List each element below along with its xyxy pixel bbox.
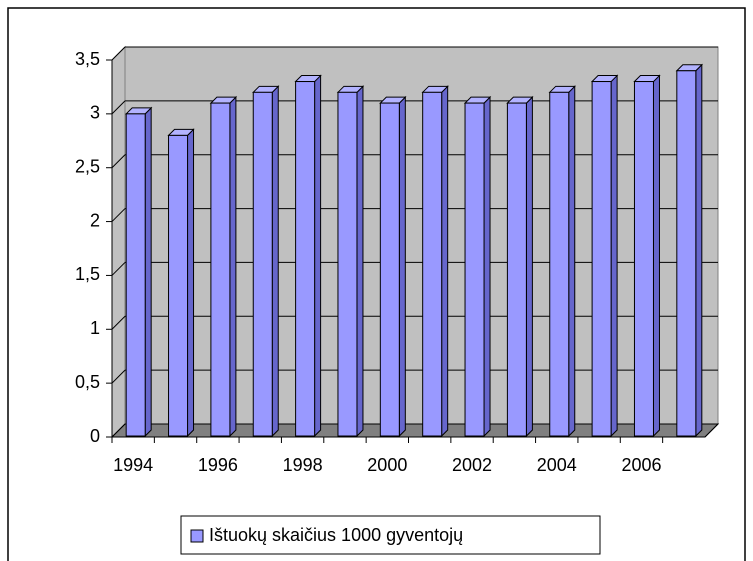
bar-side	[314, 74, 322, 438]
x-tick-label: 2004	[537, 455, 577, 475]
grid-line	[111, 262, 126, 276]
bar-side	[483, 95, 491, 438]
bar-side	[356, 85, 364, 438]
grid-line	[111, 208, 126, 222]
side-wall	[111, 45, 126, 439]
y-tick-label: 2,5	[75, 156, 100, 176]
grid-line	[111, 100, 126, 115]
bar-side	[568, 85, 576, 438]
bar	[125, 113, 146, 437]
bar	[295, 81, 316, 437]
bar	[168, 134, 189, 437]
bar-side	[610, 74, 618, 438]
y-tick-label: 1,5	[75, 264, 100, 284]
bar	[633, 81, 654, 437]
grid-line	[111, 154, 126, 169]
bar-side	[229, 95, 237, 438]
grid-line	[111, 46, 126, 61]
legend-swatch	[190, 529, 204, 543]
y-tick-label: 2	[90, 210, 100, 230]
grid-line	[111, 423, 126, 438]
y-tick-label: 0,5	[75, 372, 100, 392]
bar-side	[187, 128, 195, 438]
bar	[422, 91, 443, 437]
chart-frame	[7, 7, 746, 561]
y-tick-label: 0	[90, 426, 100, 446]
x-tick-label: 2006	[621, 455, 661, 475]
bar	[464, 102, 485, 437]
grid-line	[111, 315, 126, 330]
floor	[110, 423, 720, 438]
bar-side	[652, 74, 660, 438]
bar	[337, 91, 358, 437]
bar-side	[144, 106, 152, 438]
bar-side	[695, 63, 703, 438]
y-tick-label: 1	[90, 318, 100, 338]
bar-side	[271, 85, 279, 438]
x-tick-label: 1998	[283, 455, 323, 475]
grid-line	[111, 369, 126, 384]
x-tick-label: 1996	[198, 455, 238, 475]
bar	[379, 102, 400, 437]
y-tick-label: 3,5	[75, 49, 100, 69]
x-axis	[704, 423, 719, 438]
x-tick-label: 2000	[367, 455, 407, 475]
x-tick-label: 1994	[113, 455, 153, 475]
bar	[252, 91, 273, 437]
x-tick-label: 2002	[452, 455, 492, 475]
bar-side	[398, 95, 406, 438]
bar	[591, 81, 612, 437]
bar	[549, 91, 570, 437]
bar-side	[441, 85, 449, 438]
legend-label: Ištuokų skaičius 1000 gyventojų	[209, 525, 463, 545]
bar	[506, 102, 527, 437]
bar-side	[525, 95, 533, 438]
y-tick-label: 3	[90, 103, 100, 123]
bar	[676, 70, 697, 437]
bar	[210, 102, 231, 437]
legend-box	[180, 515, 601, 555]
